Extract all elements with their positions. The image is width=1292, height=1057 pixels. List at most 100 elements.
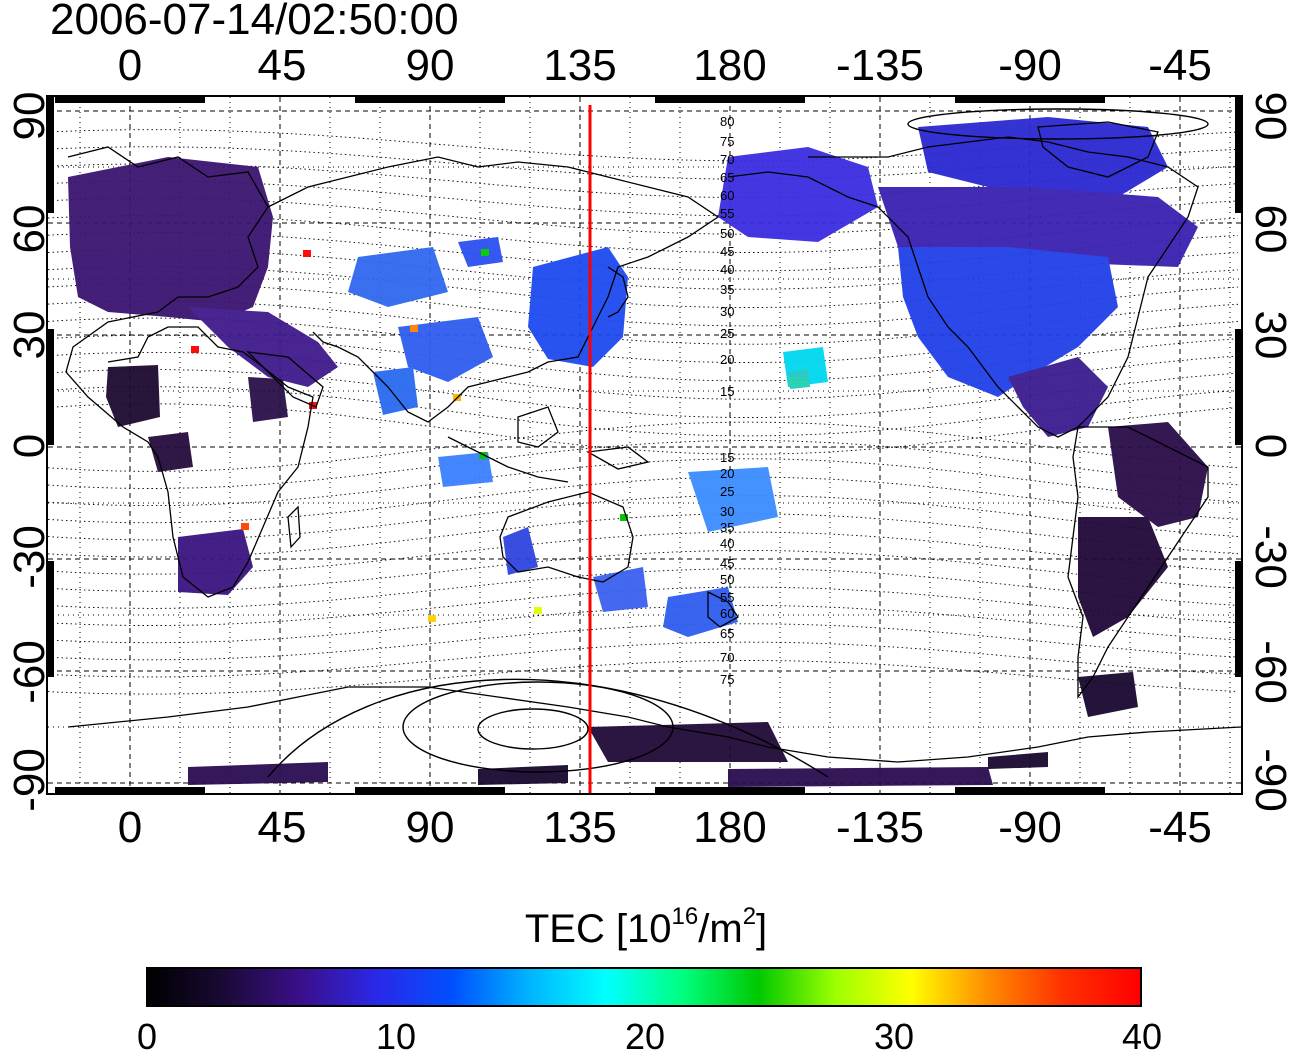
top-lon-label: 0 [117, 41, 143, 90]
south-pole-ellipse-inner [477, 708, 589, 750]
magnetic-latitude-label: 50 [720, 572, 734, 587]
magnetic-contour [48, 568, 1239, 609]
tec-data-patches [68, 117, 1208, 787]
bottom-lon-label: -135 [835, 803, 925, 852]
colorbar-tick-label: 30 [873, 1016, 915, 1057]
tec-pixel [788, 377, 808, 387]
top-lon-label: 180 [693, 41, 767, 90]
right-lat-label: -90 [1246, 748, 1292, 812]
bottom-lon-label: 45 [257, 803, 307, 852]
right-lat-label: 60 [1246, 204, 1292, 254]
tec-patch-antarctica-5 [988, 752, 1048, 769]
magnetic-contour [48, 129, 1239, 162]
magnetic-latitude-label: 40 [720, 536, 734, 551]
magnetic-latitude-label: 45 [720, 556, 734, 571]
north-pole-ellipse [907, 108, 1209, 140]
coastline-newguinea [585, 446, 650, 470]
magnetic-latitude-label: 20 [720, 352, 734, 367]
coastline-borneo [517, 406, 559, 448]
magnetic-latitude-label: 30 [720, 304, 734, 319]
tec-patch-eastasia [528, 247, 628, 367]
tec-patch-indonesia [438, 452, 493, 487]
tec-pixel [479, 452, 487, 459]
tec-patch-centralasia [348, 247, 448, 307]
right-tick-bar [1235, 561, 1241, 677]
magnetic-latitude-label: 65 [720, 170, 734, 185]
magnetic-latitude-label: 20 [720, 466, 734, 481]
top-lon-label: 45 [257, 41, 307, 90]
right-lat-label: 90 [1246, 91, 1292, 141]
left-tick-bar [48, 561, 54, 677]
magnetic-contour [48, 146, 1239, 180]
tec-patch-mexico [1008, 357, 1108, 437]
tec-pixel [241, 523, 249, 530]
magnetic-latitude-label: 35 [720, 282, 734, 297]
coastline-arabia [246, 351, 324, 408]
tec-patch-northsouthamerica [1108, 422, 1208, 527]
tec-pixel [410, 325, 418, 332]
map-title: 2006-07-14/02:50:00 [50, 0, 459, 44]
coastlines [65, 121, 1241, 763]
magnetic-contour [48, 403, 1239, 455]
south-pole-ellipse-outer [402, 681, 674, 773]
tec-patch-antarctica-1 [588, 722, 788, 762]
magnetic-contour [48, 421, 1239, 472]
magnetic-latitude-label: 55 [720, 206, 734, 221]
tec-pixel [620, 514, 628, 521]
magnetic-contour [48, 495, 1239, 541]
top-lon-label: -90 [998, 41, 1062, 90]
colorbar-title: TEC [1016/m2] [0, 905, 1292, 953]
magnetic-contour [48, 440, 1239, 489]
colorbar-title-unit: /m [698, 907, 743, 951]
coastline-newzealand [707, 590, 739, 628]
colorbar-title-exponent: 16 [671, 903, 699, 930]
right-tick-bar [1235, 329, 1241, 445]
bottom-lon-label: -45 [1148, 803, 1212, 852]
magnetic-latitude-label: 70 [720, 152, 734, 167]
coastline-southamerica [1067, 426, 1209, 699]
magnetic-contour [48, 586, 1239, 626]
coastline-greenland [1037, 121, 1159, 178]
bottom-lon-label: -90 [998, 803, 1062, 852]
magnetic-latitude-label: 65 [720, 626, 734, 641]
colorbar-tick-label: 0 [136, 1016, 158, 1057]
magnetic-contour [48, 660, 1239, 695]
tec-patch-europe [68, 157, 273, 322]
coastline-asia [267, 156, 720, 423]
tec-patch-india [373, 367, 418, 415]
magnetic-contour [48, 641, 1239, 678]
right-lat-label: -60 [1246, 640, 1292, 704]
magnetic-contour [48, 476, 1239, 524]
colorbar-tick-label: 20 [624, 1016, 666, 1057]
magnetic-latitude-labels: 8075706560555045403530252015152025303540… [720, 114, 734, 687]
magnetic-latitude-label: 25 [720, 484, 734, 499]
map-frame [46, 95, 1243, 795]
magnetic-latitude-label: 15 [720, 384, 734, 399]
magnetic-latitude-label: 45 [720, 244, 734, 259]
bottom-lon-label: 90 [405, 803, 455, 852]
top-lon-label: 90 [405, 41, 455, 90]
magnetic-contour [48, 550, 1239, 592]
magnetic-latitude-label: 35 [720, 520, 734, 535]
magnetic-latitude-label: 80 [720, 114, 734, 129]
tec-patch-southafrica [178, 529, 253, 595]
tec-patch-patagonia [1078, 672, 1138, 717]
tec-patch-mongolia [458, 237, 503, 267]
magnetic-latitude-label: 75 [720, 134, 734, 149]
colorbar-tick-label: 10 [375, 1016, 417, 1057]
bottom-lon-label: 0 [117, 803, 143, 852]
tec-pixel [428, 615, 436, 622]
magnetic-latitude-label: 60 [720, 188, 734, 203]
magnetic-pole-contours [267, 108, 1209, 778]
tec-patch-australia [503, 527, 538, 575]
colorbar-title-prefix: TEC [10 [524, 907, 672, 951]
tec-patch-southpacific [688, 467, 778, 532]
magnetic-latitude-label: 40 [720, 262, 734, 277]
left-tick-bar [48, 329, 54, 445]
tec-patch-eastaustralia [593, 567, 648, 612]
magnetic-latitude-label: 50 [720, 226, 734, 241]
right-lat-label: 30 [1246, 310, 1292, 360]
tec-patch-antarctica-3 [728, 767, 993, 787]
tec-patch-usa [898, 247, 1118, 397]
colorbar-title-unit-exponent: 2 [742, 903, 757, 930]
